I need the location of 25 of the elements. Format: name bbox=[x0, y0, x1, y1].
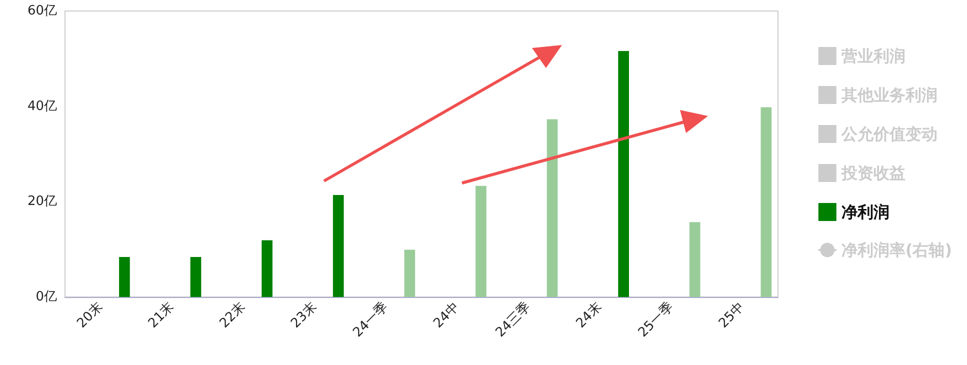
y-tick-label: 40亿 bbox=[27, 98, 57, 114]
bar bbox=[332, 194, 344, 297]
x-tick-label: 24末 bbox=[574, 300, 606, 332]
x-tick-label: 23末 bbox=[288, 300, 320, 332]
x-tick-label: 25中 bbox=[716, 300, 748, 332]
bar bbox=[190, 256, 202, 297]
x-tick-label: 24三季 bbox=[493, 300, 534, 340]
bar bbox=[119, 256, 130, 297]
y-tick-label: 20亿 bbox=[27, 194, 57, 210]
bar bbox=[760, 107, 772, 297]
x-tick-label: 24一季 bbox=[350, 300, 392, 340]
x-tick-label: 20末 bbox=[74, 300, 106, 332]
y-tick-label: 60亿 bbox=[27, 4, 57, 18]
x-tick-label: 22末 bbox=[217, 300, 249, 332]
bar bbox=[404, 250, 416, 297]
y-tick-label: 0亿 bbox=[36, 290, 57, 304]
bar bbox=[546, 119, 558, 297]
x-tick-label: 25一季 bbox=[636, 300, 676, 340]
bar bbox=[689, 222, 700, 297]
x-tick-label: 24中 bbox=[430, 300, 462, 332]
x-tick-label: 21末 bbox=[146, 300, 178, 332]
bar bbox=[476, 186, 486, 297]
bar bbox=[262, 240, 272, 297]
bar bbox=[618, 51, 629, 297]
legend-label: 净利润 bbox=[841, 202, 890, 222]
